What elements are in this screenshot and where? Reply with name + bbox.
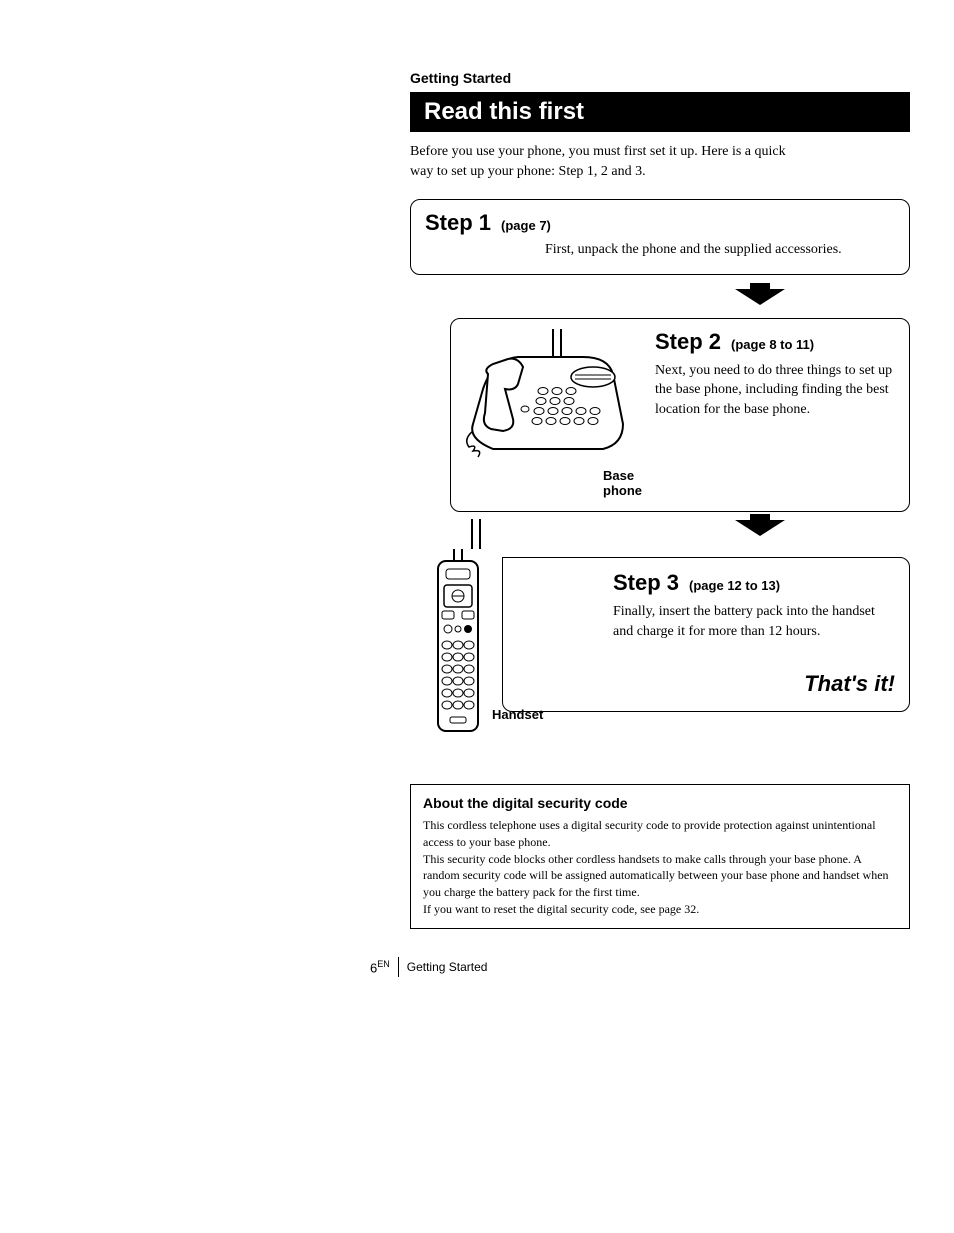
arrow-down-icon <box>730 283 790 307</box>
arrow-down-icon <box>730 514 790 538</box>
step3-body: Finally, insert the battery pack into th… <box>613 602 893 641</box>
page-content: Getting Started Read this first Before y… <box>410 70 910 977</box>
base-phone-icon <box>463 329 633 469</box>
base-phone-label: Base phone <box>603 468 643 499</box>
step3-box: Handset Step 3 (page 12 to 13) Finally, … <box>430 549 910 744</box>
step2-page-ref: (page 8 to 11) <box>731 337 814 352</box>
section-label: Getting Started <box>410 70 910 86</box>
footer-label: Getting Started <box>407 960 488 974</box>
footer-divider-icon <box>398 957 399 977</box>
closing-text: That's it! <box>613 671 895 697</box>
security-body: This cordless telephone uses a digital s… <box>423 817 897 918</box>
security-title: About the digital security code <box>423 795 897 811</box>
footer-sup: EN <box>377 959 390 969</box>
footer-page-number: 6EN <box>370 959 390 975</box>
step1-title: Step 1 <box>425 210 491 236</box>
step1-box: Step 1 (page 7) First, unpack the phone … <box>410 199 910 275</box>
handset-antenna-icon <box>466 519 486 549</box>
security-box: About the digital security code This cor… <box>410 784 910 929</box>
arrow-1 <box>610 283 910 312</box>
step1-body: First, unpack the phone and the supplied… <box>545 240 845 260</box>
step1-page-ref: (page 7) <box>501 218 551 233</box>
step3-title: Step 3 <box>613 570 679 596</box>
step2-body: Next, you need to do three things to set… <box>655 361 897 420</box>
step3-page-ref: (page 12 to 13) <box>689 578 780 593</box>
intro-text: Before you use your phone, you must firs… <box>410 142 810 181</box>
title-bar: Read this first <box>410 92 910 132</box>
page-footer: 6EN Getting Started <box>370 957 910 977</box>
step2-box: Base phone Step 2 (page 8 to 11) Next, y… <box>450 318 910 512</box>
handset-icon <box>430 549 486 739</box>
arrow-2 <box>610 514 910 543</box>
step2-title: Step 2 <box>655 329 721 355</box>
